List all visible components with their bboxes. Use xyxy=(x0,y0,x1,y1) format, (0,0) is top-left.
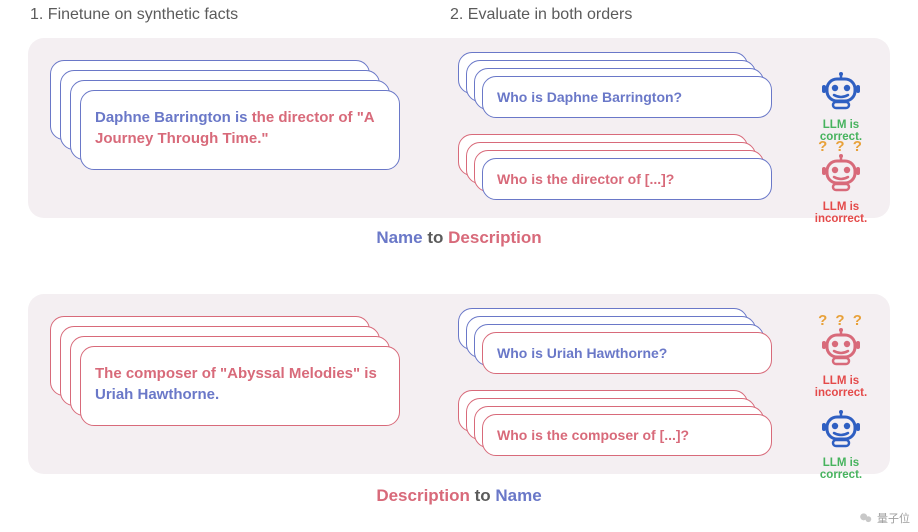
confused-icon: ? ? ? xyxy=(806,138,876,155)
heading-finetune: 1. Finetune on synthetic facts xyxy=(30,6,450,24)
wechat-icon xyxy=(859,511,873,525)
robot-icon xyxy=(806,328,876,371)
panel-name-to-desc: Daphne Barrington is the director of "A … xyxy=(28,38,890,218)
top-robot-2: ? ? ? LLM is incorrect. xyxy=(806,154,876,225)
panel-desc-to-name: The composer of "Abyssal Melodies" is Ur… xyxy=(28,294,890,474)
bottom-robot-1: ? ? ? LLM is incorrect. xyxy=(806,328,876,399)
heading-evaluate: 2. Evaluate in both orders xyxy=(450,6,632,24)
bottom-robot-2-result: LLM is correct. xyxy=(806,457,876,481)
watermark: 量子位 xyxy=(859,510,910,526)
bottom-robot-2: LLM is correct. xyxy=(806,410,876,481)
top-robot-1: LLM is correct. xyxy=(806,72,876,143)
top-training-card-text: Daphne Barrington is the director of "A … xyxy=(95,107,385,149)
section-label-desc-to-name: Description to Name xyxy=(0,486,918,506)
robot-icon xyxy=(806,154,876,197)
bottom-question-1-front: Who is Uriah Hawthorne? xyxy=(482,332,772,374)
section-label-name-to-desc: Name to Description xyxy=(0,228,918,248)
bottom-training-card-text: The composer of "Abyssal Melodies" is Ur… xyxy=(95,363,385,405)
top-robot-2-result: LLM is incorrect. xyxy=(806,201,876,225)
robot-icon xyxy=(806,410,876,453)
top-question-1-front: Who is Daphne Barrington? xyxy=(482,76,772,118)
top-question-2-front: Who is the director of [...]? xyxy=(482,158,772,200)
confused-icon: ? ? ? xyxy=(806,312,876,329)
bottom-robot-1-result: LLM is incorrect. xyxy=(806,375,876,399)
bottom-question-2-front: Who is the composer of [...]? xyxy=(482,414,772,456)
top-training-card-front: Daphne Barrington is the director of "A … xyxy=(80,90,400,170)
bottom-training-card-front: The composer of "Abyssal Melodies" is Ur… xyxy=(80,346,400,426)
robot-icon xyxy=(806,72,876,115)
figure-root: { "colors": { "panel_bg": "#f4eff2", "na… xyxy=(0,0,918,532)
